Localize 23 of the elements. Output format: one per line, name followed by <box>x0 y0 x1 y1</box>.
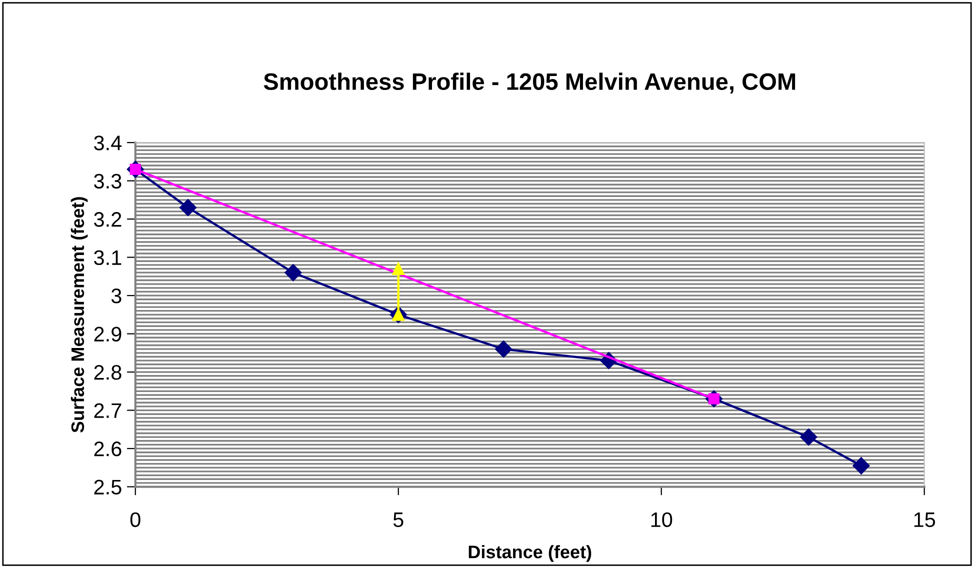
y-tick-label: 3.3 <box>94 174 122 189</box>
point <box>852 457 870 474</box>
y-tick-label: 2.5 <box>94 480 122 495</box>
x-axis-title: Distance (feet) <box>468 545 592 562</box>
y-tick-label: 2.9 <box>94 326 122 342</box>
y-tick-label: 2.7 <box>94 403 122 418</box>
x-tick-label: 0 <box>130 512 140 528</box>
point <box>800 428 818 446</box>
y-tick-label: 3.1 <box>94 250 122 266</box>
y-tick-label: 3.4 <box>94 136 122 150</box>
point <box>392 262 405 276</box>
x-tick-label: 5 <box>393 512 404 528</box>
y-tick-label: 2.6 <box>94 442 122 456</box>
point <box>495 340 512 358</box>
point <box>284 264 302 282</box>
y-axis-title: Surface Measurement (feet) <box>70 197 88 433</box>
point <box>179 199 197 216</box>
y-tick-label: 3.2 <box>94 212 122 227</box>
x-tick-label: 15 <box>914 512 936 528</box>
x-tick-label: 10 <box>651 512 672 528</box>
y-tick-label: 2.8 <box>94 365 122 380</box>
chart-title: Smoothness Profile - 1205 Melvin Avenue, COM <box>264 72 796 94</box>
y-tick-label: 3 <box>111 288 122 304</box>
